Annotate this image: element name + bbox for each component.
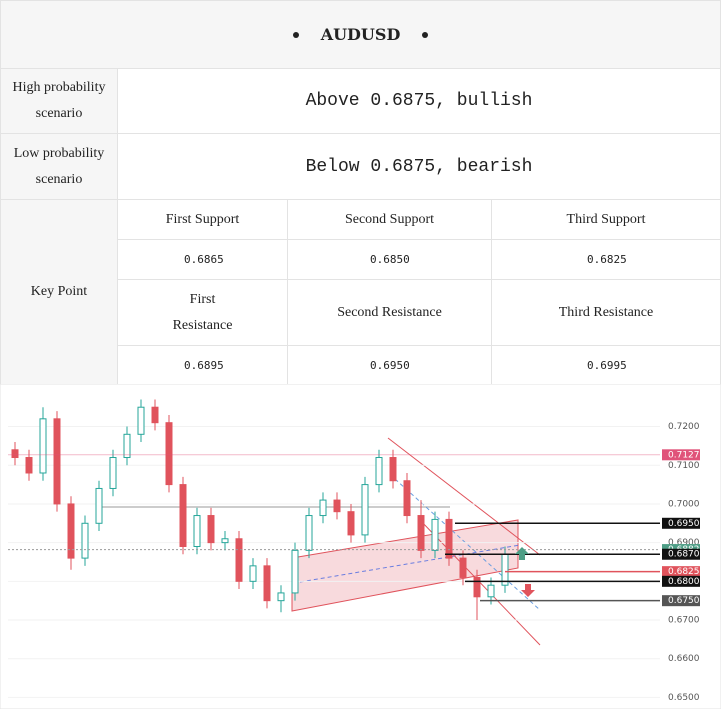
scenario-text: Above 0.6875, bullish (117, 68, 721, 134)
candle-body (445, 518, 453, 559)
value-cell: 0.6865 (117, 239, 288, 280)
candle-body (501, 553, 509, 586)
candle-body (305, 515, 313, 551)
y-tick-label: 0.7000 (668, 499, 700, 509)
bullet (422, 31, 429, 38)
y-tick-label: 0.7200 (668, 422, 700, 432)
row-label: High probability scenario (0, 68, 118, 134)
candle-body (347, 511, 355, 536)
candle-body (25, 457, 33, 474)
candle-body (263, 565, 271, 602)
level-label: 0.6750 (668, 596, 700, 606)
down-arrow (521, 584, 535, 597)
candle-body (39, 418, 47, 474)
falling-midline (394, 478, 541, 611)
value-cell: 0.6850 (287, 239, 492, 280)
scenario-text: Below 0.6875, bearish (117, 133, 721, 200)
candle-body (235, 538, 243, 582)
y-tick-label: 0.6900 (668, 538, 700, 548)
row-label: Low probability scenario (0, 133, 118, 200)
candle-body (319, 499, 327, 517)
candle-body (459, 557, 467, 578)
row-label: Key Point (0, 199, 118, 385)
candle-body (193, 515, 201, 548)
candle-body (95, 487, 103, 524)
header-cell: First Resistance (117, 279, 288, 346)
candle-body (431, 518, 439, 551)
candle-body (473, 576, 481, 598)
level-box (662, 548, 700, 560)
level-label: 0.6950 (668, 519, 700, 529)
level-box (662, 517, 700, 529)
y-tick-label: 0.7100 (668, 461, 700, 471)
candle-body (389, 457, 397, 482)
value-cell: 0.6950 (287, 345, 492, 385)
header-cell: Third Support (491, 199, 721, 240)
candle-body (361, 484, 369, 536)
header-cell: Third Resistance (491, 279, 721, 346)
candle-body (277, 592, 285, 602)
title-row: AUDUSD (0, 0, 721, 69)
title: AUDUSD (320, 25, 401, 44)
level-label: 0.6870 (668, 550, 700, 560)
level-box (662, 575, 700, 587)
candle-body (81, 522, 89, 559)
candle-body (333, 499, 341, 513)
candle-body (123, 433, 131, 459)
price-chart: 0.7200 0.7100 0.7000 0.6900 0.6800 0.6700 0.66… (0, 384, 721, 709)
header-cell: Second Support (287, 199, 492, 240)
candle-body (221, 538, 229, 544)
header-cell: Second Resistance (287, 279, 492, 346)
bullet (292, 31, 299, 38)
level-label: 0.6800 (668, 577, 700, 587)
channel-midline (299, 544, 521, 583)
candle-body (487, 584, 495, 598)
candle-body (403, 480, 411, 517)
y-tick-label: 0.6700 (668, 616, 700, 626)
candle-body (53, 418, 61, 505)
candle-body (179, 484, 187, 547)
y-tick-label: 0.6600 (668, 654, 700, 664)
candle-body (137, 406, 145, 435)
y-tick-label: 0.6500 (668, 693, 700, 703)
candle-body (67, 503, 75, 559)
candle-body (207, 515, 215, 544)
candle-body (109, 457, 117, 489)
candle-body (249, 565, 257, 582)
up-arrow (515, 547, 529, 560)
candle-body (291, 549, 299, 594)
candle-body (151, 406, 159, 424)
value-cell: 0.6825 (491, 239, 721, 280)
candle-body (165, 422, 173, 486)
level-box (662, 595, 700, 607)
falling-channel-top (387, 437, 541, 556)
header-cell: First Support (117, 199, 288, 240)
candle-body (375, 457, 383, 486)
level-label: 0.7127 (668, 450, 700, 460)
level-label: 0.6825 (668, 567, 700, 577)
level-box (662, 566, 700, 578)
value-cell: 0.6895 (117, 345, 288, 385)
value-cell: 0.6995 (491, 345, 721, 385)
candle-body (417, 515, 425, 551)
candle-body (11, 449, 19, 459)
level-box (662, 449, 700, 461)
